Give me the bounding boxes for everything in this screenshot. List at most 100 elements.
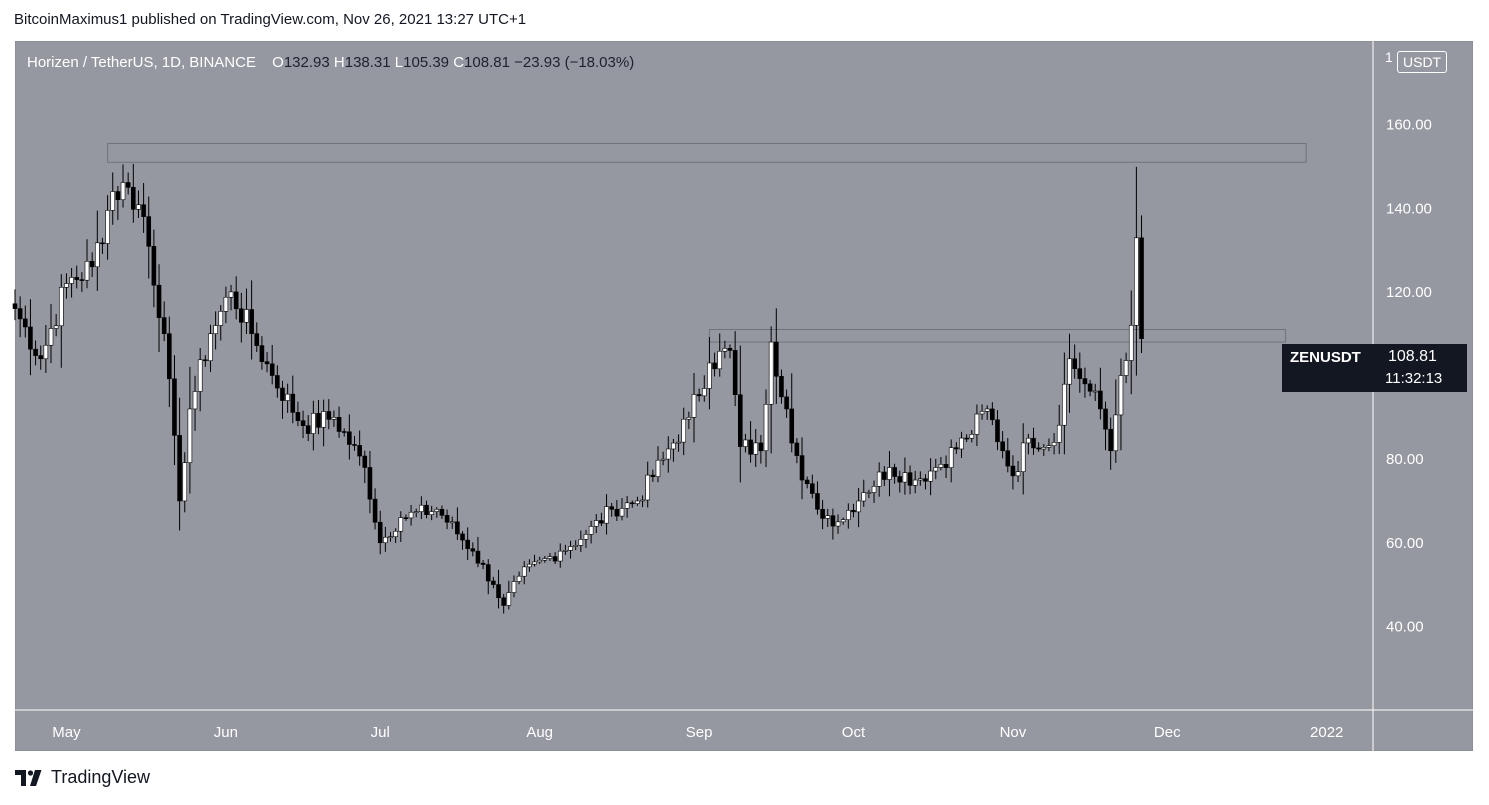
- chart-panel[interactable]: [15, 41, 1473, 751]
- candle-body: [573, 545, 578, 547]
- candle-body: [64, 283, 69, 288]
- candle-body: [835, 521, 841, 527]
- candle-body: [1077, 368, 1083, 379]
- candle-body: [480, 562, 486, 565]
- candle-body: [568, 546, 573, 551]
- candle-body: [1000, 441, 1005, 452]
- candle-body: [624, 502, 630, 509]
- candle-body: [521, 566, 527, 577]
- candle-body: [311, 413, 316, 434]
- open-value: 132.93: [283, 54, 330, 71]
- candle-body: [95, 242, 100, 268]
- candle-body: [141, 204, 146, 217]
- candle-body: [110, 191, 116, 211]
- candle-body: [115, 191, 121, 201]
- candle-body: [28, 326, 33, 350]
- candle-body: [619, 508, 625, 517]
- candle-body: [1103, 408, 1108, 430]
- candle-body: [239, 308, 244, 323]
- low-key: L: [394, 54, 404, 71]
- candle-body: [593, 520, 599, 527]
- candle-body: [774, 341, 779, 377]
- candle-body: [1010, 465, 1016, 477]
- candle-body: [357, 445, 362, 457]
- candle-body: [120, 182, 126, 201]
- candle-body: [393, 530, 398, 537]
- candle-body: [249, 309, 254, 334]
- x-tick-label: Jul: [371, 724, 390, 741]
- candle-body: [403, 517, 409, 519]
- candle-body: [665, 448, 671, 460]
- candle-body: [1072, 358, 1077, 369]
- candle-body: [1139, 237, 1144, 339]
- x-tick-label: Dec: [1154, 724, 1181, 741]
- candle-body: [892, 467, 897, 477]
- candle-body: [89, 260, 95, 268]
- candle-body: [1056, 424, 1062, 443]
- candle-body: [758, 442, 764, 452]
- x-tick-label: May: [52, 724, 81, 741]
- candle-body: [228, 291, 234, 298]
- candle-body: [1062, 383, 1067, 426]
- candle-body: [907, 472, 913, 486]
- candle-body: [156, 284, 162, 318]
- x-tick-label: Oct: [842, 724, 866, 741]
- candle-body: [305, 425, 311, 434]
- candle-body: [43, 344, 49, 360]
- candle-body: [352, 444, 357, 446]
- candle-body: [599, 520, 604, 524]
- candle-body: [583, 534, 589, 540]
- candle-body: [799, 455, 805, 481]
- candle-body: [1113, 414, 1119, 452]
- close-value: 108.81: [464, 54, 510, 71]
- candle-body: [398, 517, 404, 532]
- candle-body: [192, 391, 198, 410]
- candle-body: [419, 504, 424, 512]
- candle-body: [563, 550, 568, 552]
- candle-body: [172, 378, 177, 436]
- candle-body: [69, 277, 74, 284]
- candle-body: [830, 515, 836, 527]
- candle-body: [496, 584, 501, 599]
- candle-body: [1118, 375, 1124, 416]
- candle-body: [501, 597, 506, 606]
- footer-brand[interactable]: TradingView: [15, 767, 150, 788]
- candle-body: [527, 563, 532, 568]
- candle-body: [547, 556, 553, 559]
- candle-body: [316, 413, 321, 428]
- candle-body: [948, 447, 954, 468]
- candle-body: [871, 486, 877, 493]
- x-tick-label: Nov: [1000, 724, 1027, 741]
- candle-body: [856, 500, 861, 513]
- candle-body: [465, 539, 470, 549]
- candle-body: [233, 291, 239, 310]
- candle-body: [686, 417, 692, 420]
- candle-body: [732, 350, 738, 395]
- candle-body: [84, 260, 90, 281]
- candle-body: [902, 472, 908, 483]
- candle-body: [460, 533, 465, 541]
- candle-body: [79, 279, 85, 281]
- symbol-title: Horizen / TetherUS, 1D, BINANCE: [27, 54, 256, 71]
- candle-body: [655, 459, 661, 477]
- candle-body: [1015, 471, 1021, 477]
- candle-body: [722, 348, 728, 352]
- candle-body: [866, 492, 872, 494]
- candle-body: [259, 345, 265, 362]
- candle-body: [954, 447, 959, 450]
- candle-body: [203, 359, 208, 362]
- currency-button[interactable]: USDT: [1397, 51, 1448, 73]
- candle-body: [660, 458, 666, 461]
- axis-top-label: 1: [1385, 49, 1393, 65]
- x-tick-label: Aug: [526, 724, 553, 741]
- candle-body: [244, 309, 249, 323]
- candle-body: [161, 317, 167, 334]
- candle-body: [347, 431, 352, 445]
- candle-body: [717, 350, 723, 370]
- candle-body: [136, 204, 141, 210]
- candle-body: [470, 548, 476, 552]
- footer-brand-text: TradingView: [51, 767, 151, 787]
- candle-body: [923, 478, 928, 482]
- candle-body: [712, 362, 717, 370]
